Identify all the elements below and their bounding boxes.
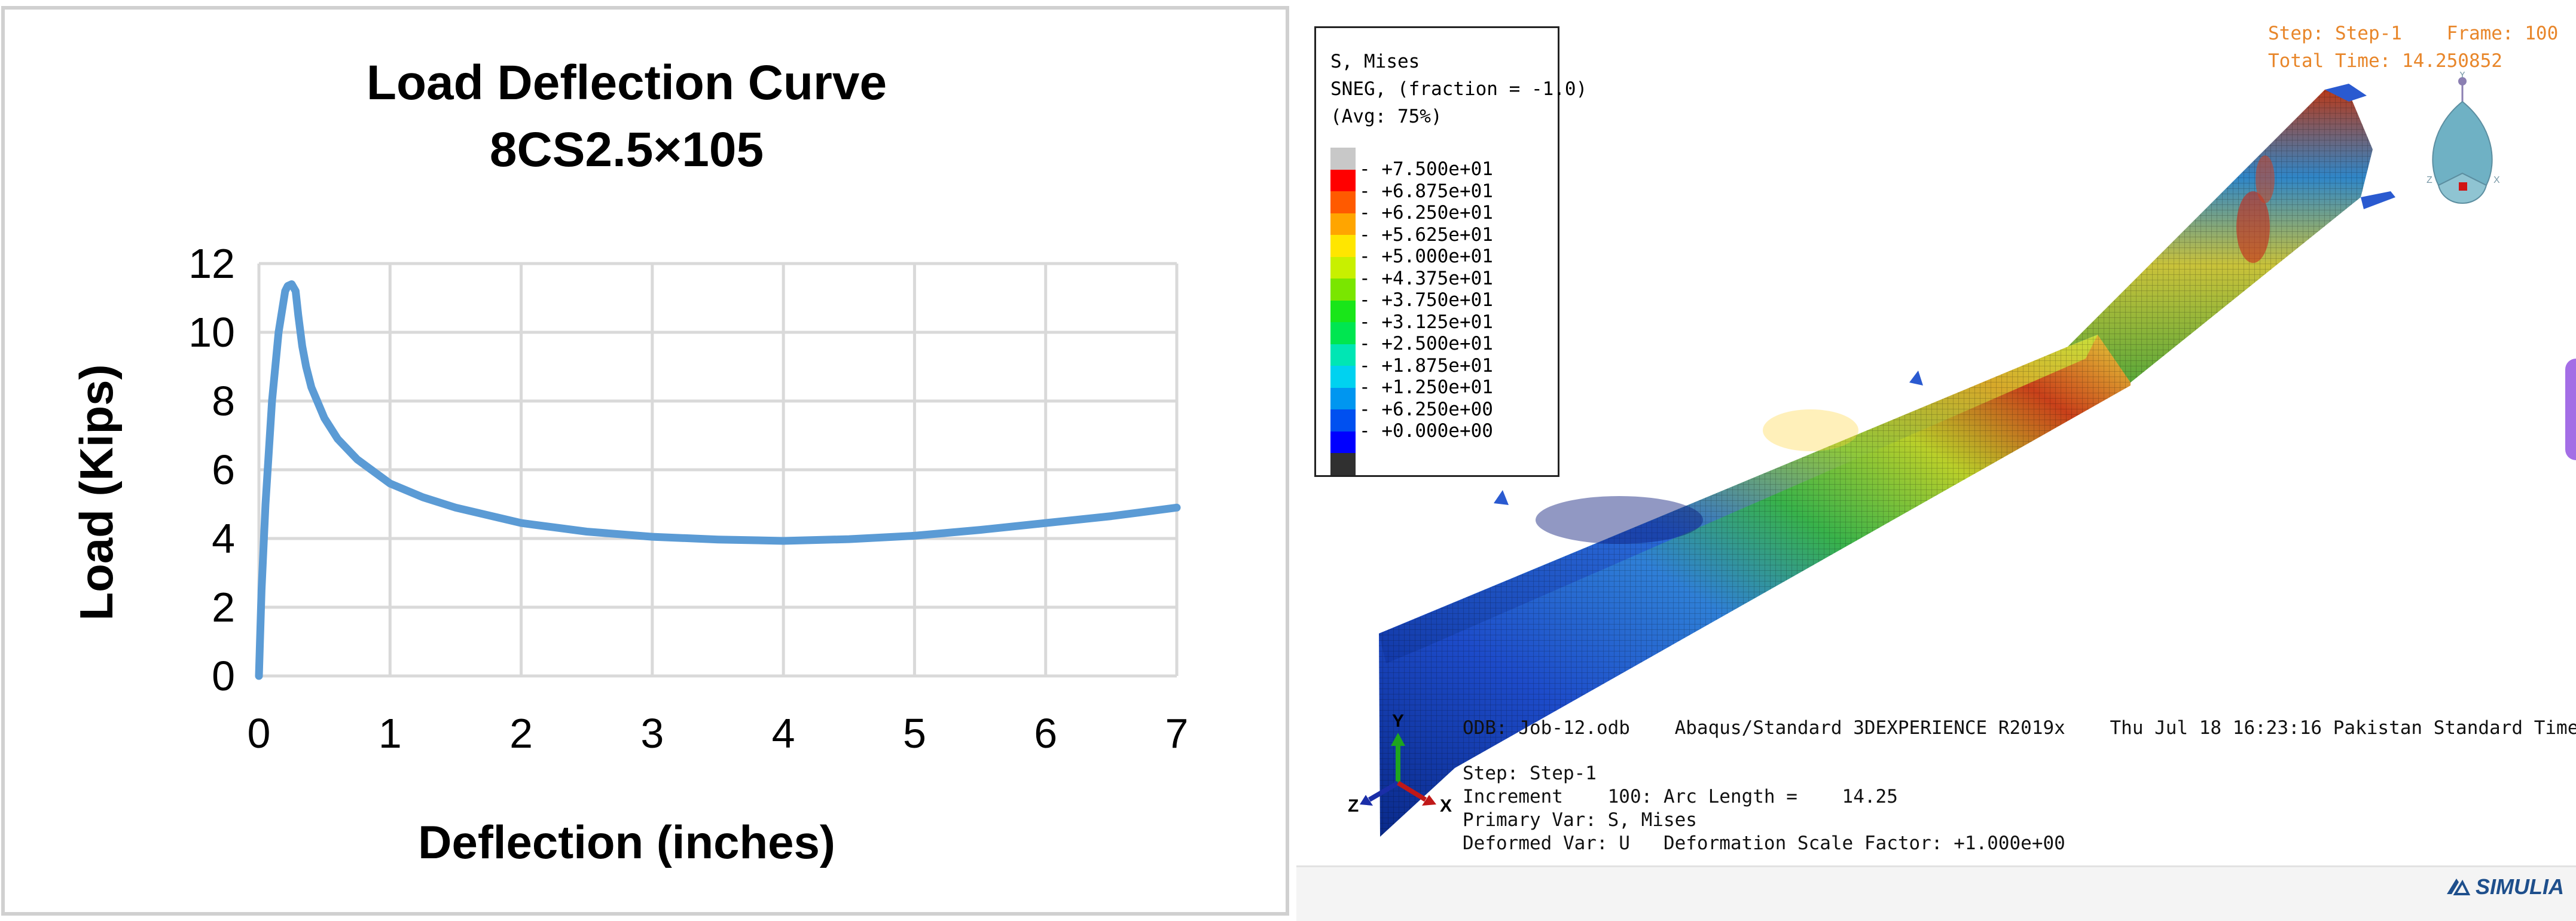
chart-series <box>255 280 1181 680</box>
triad-z-label: Z <box>1348 796 1359 816</box>
legend-value: - +0.000e+00 <box>1359 420 1493 442</box>
legend-value: - +5.000e+01 <box>1359 246 1493 268</box>
legend-swatch <box>1330 453 1356 475</box>
step-info-text: Step: Step-1 <box>1463 763 1597 784</box>
legend-value: - +1.875e+01 <box>1359 354 1493 377</box>
legend-value: - +7.500e+01 <box>1359 158 1493 180</box>
chart-canvas: Load Deflection Curve 8CS2.5×105 0246810… <box>70 56 1189 868</box>
x-tick-label: 0 <box>248 710 271 757</box>
triad-x-label: X <box>1440 796 1452 816</box>
primary-var-text: Primary Var: S, Mises <box>1463 809 1697 831</box>
axis-triad-icon: Y Z X <box>1348 711 1452 816</box>
x-tick-labels: 0 1 2 3 4 5 6 7 <box>248 710 1189 757</box>
x-axis-title: Deflection (inches) <box>418 816 835 868</box>
y-tick-label: 0 <box>212 653 235 699</box>
legend-section: SNEG, (fraction = -1.0) <box>1330 78 1588 100</box>
legend-swatch <box>1330 256 1356 279</box>
legend-swatch <box>1330 431 1356 453</box>
y-tick-label: 4 <box>212 515 235 562</box>
simulia-logo: SIMULIA <box>2444 874 2564 899</box>
chart-gridlines <box>257 262 1179 678</box>
increment-info-text: Increment 100: Arc Length = 14.25 <box>1463 786 1898 807</box>
legend-value: - +3.125e+01 <box>1359 311 1493 333</box>
legend-variable: S, Mises <box>1330 51 1420 72</box>
legend-swatch <box>1330 344 1356 366</box>
x-tick-label: 2 <box>509 710 533 757</box>
load-deflection-chart: Load Deflection Curve 8CS2.5×105 0 2 4 6 8 10… <box>1 6 1289 916</box>
view-cube-icon[interactable]: Y Z X <box>2415 72 2510 239</box>
legend-swatch <box>1330 213 1356 235</box>
cube-y-label: Y <box>2459 72 2466 80</box>
legend-value: - +4.375e+01 <box>1359 267 1493 289</box>
viewport-status-strip: SIMULIA <box>1296 865 2576 921</box>
contour-legend[interactable]: S, Mises SNEG, (fraction = -1.0) (Avg: 7… <box>1314 26 1587 477</box>
y-tick-label: 8 <box>212 378 235 424</box>
chart-title-line2: 8CS2.5×105 <box>490 123 764 177</box>
legend-swatch <box>1330 148 1356 170</box>
side-panel-handle[interactable] <box>2565 359 2576 460</box>
legend-swatch <box>1330 387 1356 409</box>
cube-x-label: X <box>2493 175 2500 185</box>
legend-swatch <box>1330 191 1356 213</box>
simulia-logo-text: SIMULIA <box>2476 874 2564 899</box>
legend-value: - +2.500e+01 <box>1359 333 1493 355</box>
legend-swatch <box>1330 366 1356 388</box>
x-tick-label: 7 <box>1165 710 1189 757</box>
legend-value: - +5.625e+01 <box>1359 224 1493 246</box>
x-tick-label: 4 <box>772 710 795 757</box>
legend-value: - +6.250e+01 <box>1359 202 1493 224</box>
legend-values: - +7.500e+01- +6.875e+01- +6.250e+01- +5… <box>1359 158 1493 442</box>
legend-swatch <box>1330 279 1356 301</box>
y-axis-title: Load (Kips) <box>70 365 123 621</box>
y-tick-label: 10 <box>188 309 235 356</box>
x-tick-label: 1 <box>379 710 402 757</box>
y-tick-label: 6 <box>212 446 235 493</box>
legend-value: - +6.250e+00 <box>1359 398 1493 420</box>
odb-info-text: ODB: Job-12.odb Abaqus/Standard 3DEXPERI… <box>1463 717 2576 739</box>
legend-swatch <box>1330 300 1356 322</box>
legend-value: - +1.250e+01 <box>1359 377 1493 399</box>
deformed-var-text: Deformed Var: U Deformation Scale Factor… <box>1463 833 2065 854</box>
legend-swatch <box>1330 169 1356 191</box>
step-frame-text: Step: Step-1 Frame: 100 <box>2268 23 2559 44</box>
fe-model-contour <box>1379 84 2395 837</box>
legend-value: - +3.750e+01 <box>1359 289 1493 311</box>
cube-z-label: Z <box>2427 175 2432 185</box>
y-tick-label: 12 <box>188 240 235 287</box>
total-time-text: Total Time: 14.250852 <box>2268 50 2502 72</box>
legend-value: - +6.875e+01 <box>1359 180 1493 202</box>
triad-y-label: Y <box>1392 711 1404 731</box>
x-tick-label: 3 <box>640 710 664 757</box>
legend-averaging: (Avg: 75%) <box>1330 106 1442 127</box>
simulia-logo-icon <box>2447 879 2471 895</box>
chart-title-line1: Load Deflection Curve <box>367 56 887 110</box>
x-tick-label: 6 <box>1034 710 1057 757</box>
legend-swatch <box>1330 235 1356 257</box>
abaqus-viewport[interactable]: S, Mises SNEG, (fraction = -1.0) (Avg: 7… <box>1296 0 2576 865</box>
legend-swatch <box>1330 322 1356 344</box>
legend-swatch <box>1330 409 1356 432</box>
x-tick-label: 5 <box>903 710 926 757</box>
y-tick-labels: 0 2 4 6 8 10 12 <box>188 240 235 699</box>
legend-color-bar <box>1330 148 1356 475</box>
load-deflection-line <box>255 280 1181 680</box>
y-tick-label: 2 <box>212 584 235 631</box>
